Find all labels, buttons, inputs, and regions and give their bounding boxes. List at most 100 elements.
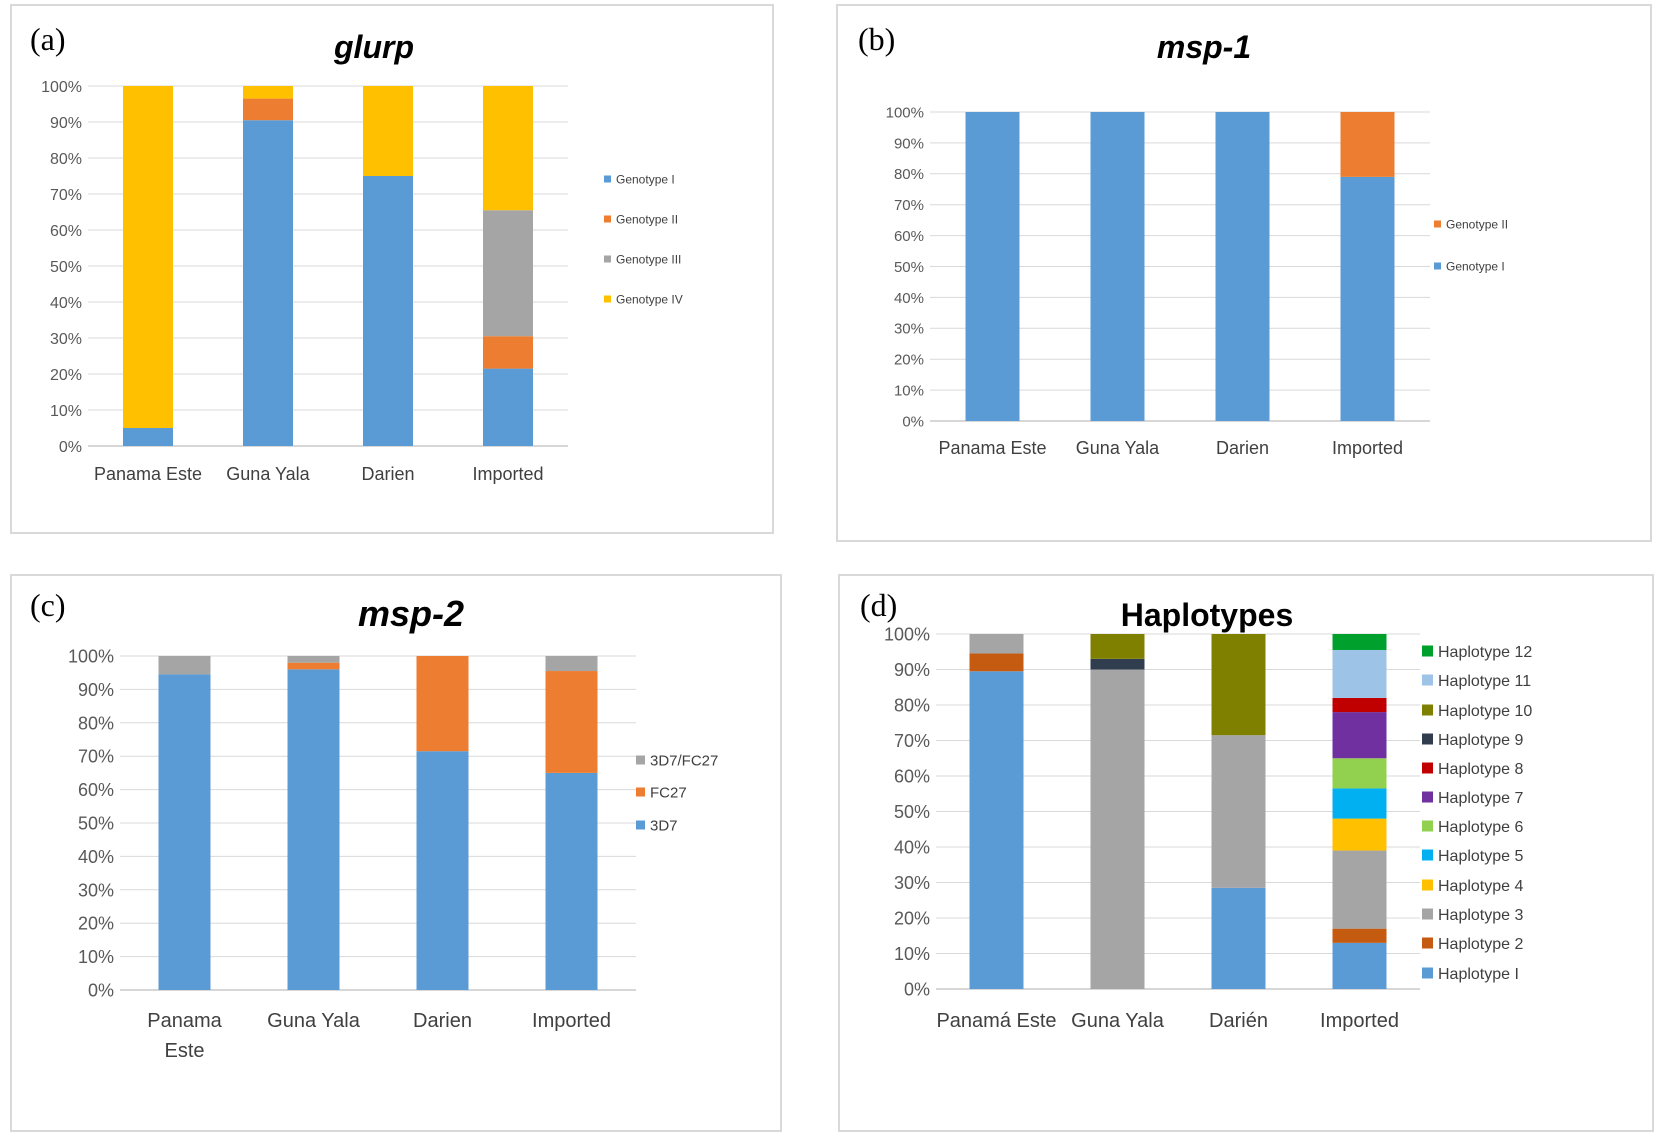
bar-genotype-iv-panama-este [123,86,173,428]
bar-haplotype-6-imported [1332,758,1387,789]
y-tick-label: 0% [902,413,924,430]
panel-label: (c) [30,587,66,623]
chart-panel-msp-2: (c) msp-2 0% 10% 20% 30% 40% 50% 60% 70% 80% 90% 1… [10,574,782,1132]
y-tick-label: 60% [894,228,924,245]
bar-genotype-i-darien [363,176,413,446]
bar-haplotype-2-imported [1332,928,1387,943]
legend-label-genotype-iv: Genotype IV [616,292,683,306]
bar-haplotype-i-panam-este [969,671,1024,989]
panel-label: (a) [30,21,66,57]
bar-3d7-fc27-panama-este [158,656,211,675]
chart-title: glurp [333,29,414,65]
bar-haplotype-7-imported [1332,712,1387,759]
msp-1-chart-svg: (b) msp-1 0% 10% 20% 30% 40% 50% 60% 70% 80% 90% 1… [858,21,1508,458]
panel-label: (b) [858,21,895,57]
bar-haplotype-8-imported [1332,697,1387,713]
y-tick-label: 10% [894,944,930,964]
x-tick-label: Guna Yala [267,1010,361,1032]
legend-label-genotype-iii: Genotype III [616,252,681,266]
legend-label-haplotype-3: Haplotype 3 [1438,907,1523,924]
bar-haplotype-11-imported [1332,649,1387,698]
bar-3d7-imported [545,772,598,990]
x-tick-label: Panama [147,1010,222,1032]
y-tick-label: 30% [50,331,82,348]
y-tick-label: 30% [894,321,924,338]
y-tick-label: 50% [50,259,82,276]
y-tick-label: 100% [886,104,924,121]
bar-haplotype-i-imported [1332,942,1387,989]
legend-label-haplotype-2: Haplotype 2 [1438,936,1523,953]
x-tick-label: Panamá Este [936,1010,1056,1032]
legend-swatch-genotype-iii [604,255,611,263]
x-tick-label: Darien [1216,438,1269,458]
legend-swatch-haplotype-10 [1422,704,1433,716]
legend-swatch-3d7 [636,820,645,830]
y-tick-label: 30% [78,880,114,900]
y-tick-label: 20% [894,352,924,369]
bar-genotype-iv-guna-yala [243,86,293,99]
bar-genotype-i-guna-yala [243,120,293,446]
bar-genotype-ii-guna-yala [243,98,293,121]
legend-label-haplotype-11: Haplotype 11 [1438,673,1531,690]
legend-swatch-genotype-i [1434,262,1441,270]
bar-haplotype-10-guna-yala [1090,634,1145,659]
legend-swatch-haplotype-12 [1422,645,1433,657]
legend-label-haplotype-6: Haplotype 6 [1438,819,1523,836]
y-tick-label: 70% [50,187,82,204]
y-tick-label: 80% [78,713,114,733]
y-tick-label: 40% [78,847,114,867]
y-tick-label: 60% [78,780,114,800]
x-tick-label: Guna Yala [1071,1010,1165,1032]
legend-label-haplotype-i: Haplotype I [1438,966,1519,983]
legend-label-haplotype-12: Haplotype 12 [1438,644,1532,661]
legend-swatch-3d7-fc27 [636,755,645,765]
legend-label-genotype-i: Genotype I [1446,259,1505,273]
legend-label-3d7-fc27: 3D7/FC27 [650,752,718,769]
y-tick-label: 100% [41,79,82,96]
y-tick-label: 60% [50,223,82,240]
y-tick-label: 90% [78,680,114,700]
bar-haplotype-5-imported [1332,788,1387,819]
chart-panel-msp-1: (b) msp-1 0% 10% 20% 30% 40% 50% 60% 70% 80% 90% 1… [836,4,1652,542]
bar-3d7-guna-yala [287,669,340,990]
y-tick-label: 20% [894,908,930,928]
legend-swatch-genotype-ii [604,215,611,223]
y-tick-label: 60% [894,766,930,786]
bar-haplotype-2-panam-este [969,653,1024,672]
bar-haplotype-3-dari-n [1211,735,1266,888]
y-tick-label: 40% [894,290,924,307]
y-tick-label: 90% [894,660,930,680]
bar-haplotype-3-imported [1332,850,1387,929]
bar-genotype-i-darien [1215,112,1270,421]
bar-genotype-i-panama-este [123,428,173,446]
bar-haplotype-i-dari-n [1211,887,1266,989]
bar-genotype-iv-darien [363,86,413,176]
chart-panel-glurp: (a) glurp 0% 10% 20% 30% 40% 50% 60% 70% 80% 90% 1… [10,4,774,534]
legend-swatch-haplotype-i [1422,967,1433,979]
y-tick-label: 0% [88,980,114,1000]
chart-title: Haplotypes [1121,597,1293,633]
legend-label-haplotype-5: Haplotype 5 [1438,848,1523,865]
legend-label-3d7: 3D7 [650,817,678,834]
y-tick-label: 0% [904,979,930,999]
glurp-chart-svg: (a) glurp 0% 10% 20% 30% 40% 50% 60% 70% 80% 90% 1… [30,21,683,484]
x-tick-label: Panama Este [94,464,202,484]
y-tick-label: 70% [894,197,924,214]
bar-haplotype-10-dari-n [1211,634,1266,736]
y-tick-label: 90% [894,135,924,152]
y-tick-label: 0% [59,439,82,456]
legend-label-haplotype-8: Haplotype 8 [1438,761,1523,778]
bar-haplotype-3-guna-yala [1090,669,1145,989]
x-tick-label: Imported [472,464,543,484]
bar-haplotype-3-panam-este [969,634,1024,654]
x-tick-label: Guna Yala [1076,438,1160,458]
legend-swatch-haplotype-11 [1422,674,1433,686]
bar-fc27-imported [545,671,598,773]
legend-swatch-fc27 [636,787,645,797]
bar-haplotype-4-imported [1332,818,1387,851]
x-tick-label: Imported [1320,1010,1399,1032]
chart-panel-haplotypes: (d) Haplotypes 0% 10% 20% 30% 40% 50% 60% 70% 80… [838,574,1654,1132]
x-tick-label: Darien [361,464,414,484]
legend-label-genotype-i: Genotype I [616,172,675,186]
y-tick-label: 40% [894,837,930,857]
